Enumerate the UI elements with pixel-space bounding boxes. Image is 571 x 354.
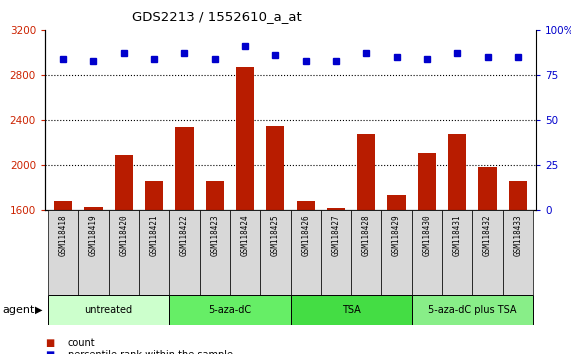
Bar bbox=[296, 201, 315, 210]
Bar bbox=[291, 295, 412, 325]
Text: GSM118430: GSM118430 bbox=[423, 214, 431, 256]
Text: GSM118425: GSM118425 bbox=[271, 214, 280, 256]
Bar bbox=[54, 201, 73, 210]
Bar bbox=[85, 207, 103, 210]
Text: count: count bbox=[68, 338, 95, 348]
Text: ■: ■ bbox=[45, 338, 54, 348]
Text: untreated: untreated bbox=[85, 305, 132, 315]
Text: GSM118418: GSM118418 bbox=[59, 214, 68, 256]
Bar bbox=[206, 181, 224, 210]
Text: GSM118423: GSM118423 bbox=[210, 214, 219, 256]
Bar bbox=[230, 210, 260, 295]
Bar bbox=[502, 210, 533, 295]
Bar bbox=[509, 181, 527, 210]
Bar bbox=[291, 210, 321, 295]
Text: 5-aza-dC plus TSA: 5-aza-dC plus TSA bbox=[428, 305, 517, 315]
Text: GSM118429: GSM118429 bbox=[392, 214, 401, 256]
Bar bbox=[442, 210, 472, 295]
Bar bbox=[236, 67, 254, 210]
Bar bbox=[478, 167, 497, 210]
Text: GSM118420: GSM118420 bbox=[119, 214, 128, 256]
Bar bbox=[48, 210, 78, 295]
Bar bbox=[381, 210, 412, 295]
Bar bbox=[78, 210, 108, 295]
Bar bbox=[175, 127, 194, 210]
Bar bbox=[351, 210, 381, 295]
Bar bbox=[108, 210, 139, 295]
Text: ▶: ▶ bbox=[35, 305, 43, 315]
Bar bbox=[327, 208, 345, 210]
Text: GSM118431: GSM118431 bbox=[453, 214, 462, 256]
Bar bbox=[418, 153, 436, 210]
Text: agent: agent bbox=[3, 305, 35, 315]
Bar bbox=[412, 295, 533, 325]
Bar bbox=[169, 210, 200, 295]
Text: GSM118427: GSM118427 bbox=[331, 214, 340, 256]
Text: percentile rank within the sample: percentile rank within the sample bbox=[68, 350, 233, 354]
Bar bbox=[260, 210, 291, 295]
Bar bbox=[139, 210, 169, 295]
Text: GSM118422: GSM118422 bbox=[180, 214, 189, 256]
Bar bbox=[321, 210, 351, 295]
Bar bbox=[357, 133, 375, 210]
Bar bbox=[200, 210, 230, 295]
Bar bbox=[115, 155, 133, 210]
Text: GSM118426: GSM118426 bbox=[301, 214, 310, 256]
Bar bbox=[266, 126, 284, 210]
Bar bbox=[388, 195, 405, 210]
Text: GSM118428: GSM118428 bbox=[362, 214, 371, 256]
Text: GSM118419: GSM118419 bbox=[89, 214, 98, 256]
Text: GSM118433: GSM118433 bbox=[513, 214, 522, 256]
Bar bbox=[472, 210, 502, 295]
Text: GSM118421: GSM118421 bbox=[150, 214, 159, 256]
Bar bbox=[412, 210, 442, 295]
Text: GDS2213 / 1552610_a_at: GDS2213 / 1552610_a_at bbox=[132, 10, 301, 23]
Text: ■: ■ bbox=[45, 350, 54, 354]
Bar bbox=[145, 181, 163, 210]
Text: GSM118432: GSM118432 bbox=[483, 214, 492, 256]
Bar bbox=[48, 295, 169, 325]
Text: 5-aza-dC: 5-aza-dC bbox=[208, 305, 251, 315]
Bar bbox=[169, 295, 291, 325]
Text: GSM118424: GSM118424 bbox=[240, 214, 250, 256]
Text: TSA: TSA bbox=[341, 305, 360, 315]
Bar bbox=[448, 133, 467, 210]
